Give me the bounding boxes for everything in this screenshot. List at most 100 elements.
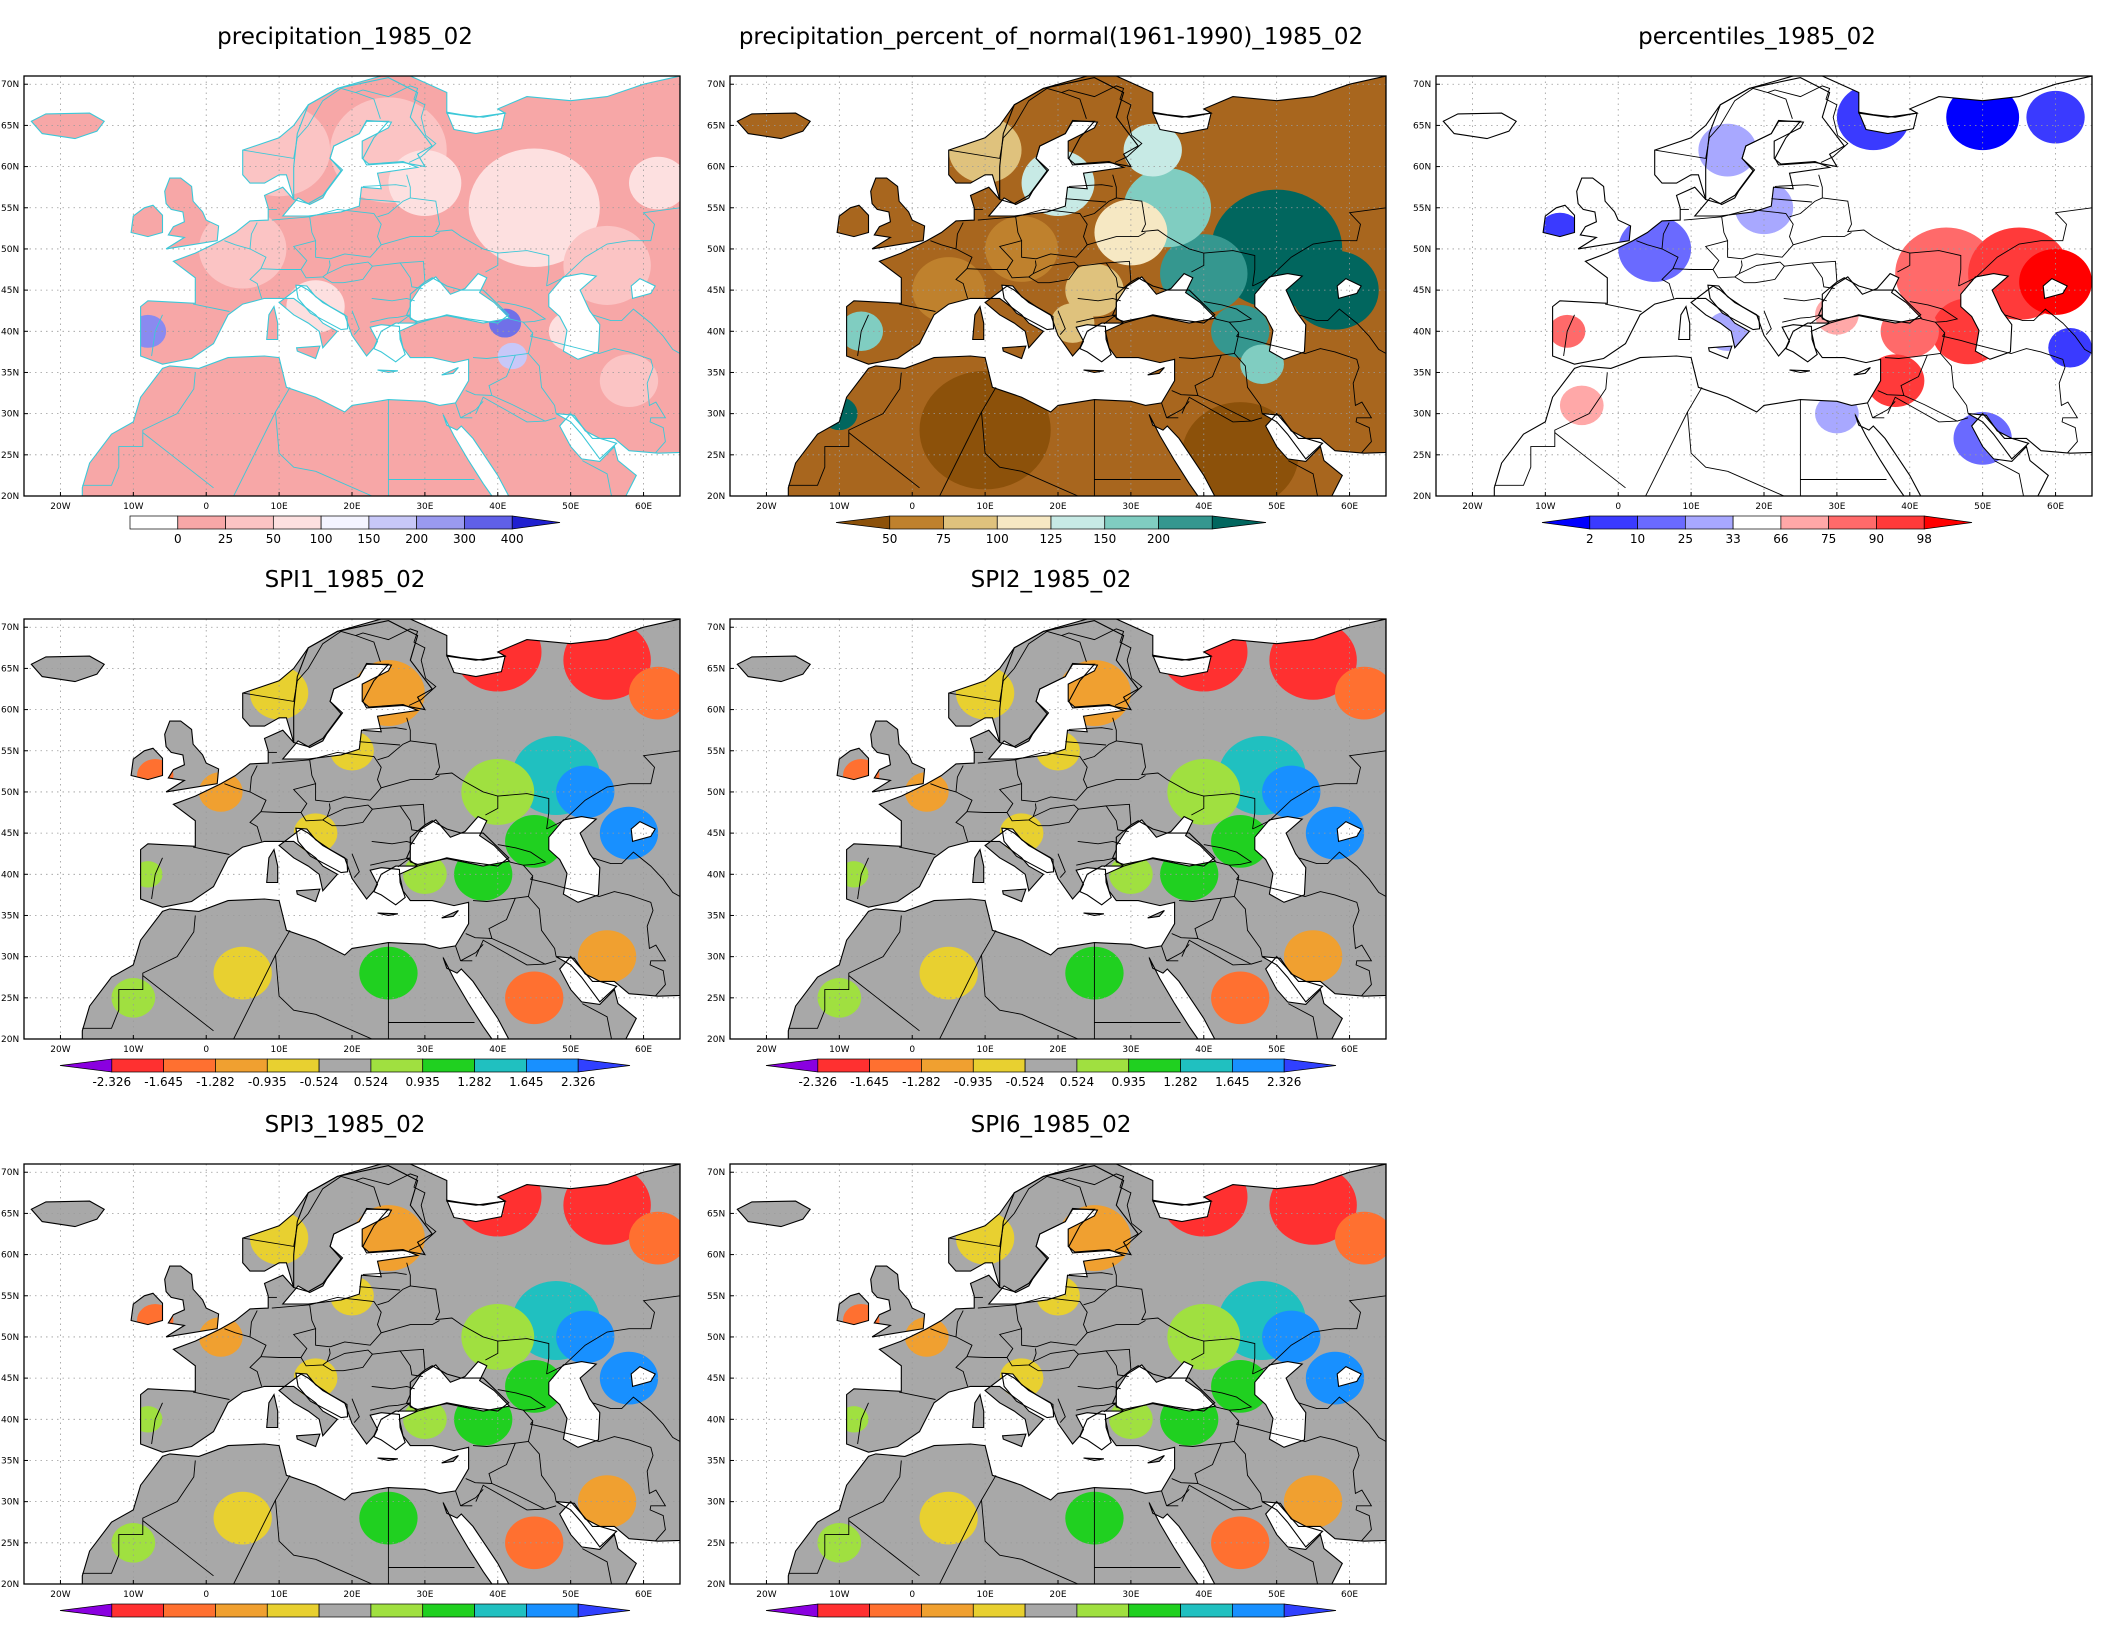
lat-tick-label: 25N [707,994,725,1004]
colorbar-swatch [318,1058,372,1073]
lon-tick-label: 20W [50,1590,70,1600]
water-body [443,957,509,1039]
country-border [377,1262,411,1306]
country-border [355,92,381,119]
country-border [848,432,920,489]
country-border [528,1441,557,1502]
water-body [370,1412,406,1450]
borders [788,85,1386,496]
lat-tick-label: 55N [707,747,725,757]
coastline [445,654,506,678]
country-border [1106,260,1132,282]
lon-tick-label: 20E [1755,502,1772,512]
colorbar-label: 50 [266,532,281,546]
field-blob [1123,123,1182,177]
coastline [130,1292,164,1326]
country-border [1178,1421,1240,1447]
coastline [1001,284,1055,331]
coastline [972,1393,985,1429]
map-area [24,1164,680,1584]
country-border [233,954,276,1039]
colorbar-swatch [1637,515,1686,530]
country-border [1203,250,1256,287]
country-border [260,1304,317,1358]
lat-tick-label: 45N [1413,286,1431,296]
coastline [555,956,618,1003]
water-body [556,956,617,1002]
lat-tick-label: 25N [1,1539,19,1549]
lon-tick-label: 10E [977,1045,994,1055]
coastline [377,912,398,917]
field-blob [904,1317,949,1357]
coastline [1707,345,1733,360]
country-border [1228,1409,1266,1433]
colorbar-swatch [996,515,1052,530]
country-border [1554,432,1626,489]
coastline [377,369,398,374]
coastline [836,204,870,238]
colorbar-label: 75 [1821,532,1836,546]
country-border [1783,297,1827,302]
country-border [372,262,423,289]
lat-tick-label: 55N [707,204,725,214]
lon-tick-label: 20E [1049,1590,1066,1600]
country-border [224,783,267,842]
field-blob [919,370,1051,490]
lon-tick-label: 20W [756,502,776,512]
country-border [1793,232,1852,246]
colorbar-label: -0.524 [300,1075,339,1089]
field-blob [1946,84,2020,151]
country-border [1203,1389,1253,1411]
colorbar-swatch [272,515,322,530]
country-border [249,1310,258,1337]
colorbar-label: 0.935 [1112,1075,1146,1089]
colorbar: 2 10 25 33 66 75 90 98 [1541,515,1973,546]
country-border [1771,198,1813,203]
country-border [899,846,936,855]
lat-tick-label: 40N [1,1415,19,1425]
country-border [497,1338,550,1375]
colorbar-swatch [266,1058,320,1073]
water-body [1694,120,1830,216]
percent-of-normal-map: 70N 65N 60N 55N 50N 45N 40N 35N 30N 25N 20N 20W 10W 0… [707,75,1387,546]
gridlines [1436,76,2092,496]
field-blob [1211,971,1270,1025]
country-border [1078,1350,1129,1377]
country-border [1116,1285,1205,1361]
country-border [1106,1348,1132,1370]
colorbar-label: 50 [882,532,897,546]
lat-tick-label: 25N [1,994,19,1004]
lat-tick-label: 50N [707,245,725,255]
coastline [1151,111,1212,135]
water-body [282,663,418,759]
country-border [1721,208,1794,260]
country-border [1661,222,1670,249]
panel-spi6: SPI6_1985_02 70N 65N 60N 55N 50N 45N 40N 35N 30N… [706,1108,1396,1628]
field-blob [403,854,447,895]
colorbar-swatch [111,1603,164,1618]
water-body [548,816,600,903]
lon-tick-label: 0 [1615,502,1621,512]
water-body [295,1373,348,1418]
lat-tick-label: 25N [707,451,725,461]
colorbar-arrow-left [835,515,891,530]
country-border [528,896,557,957]
lat-tick-label: 40N [707,1415,725,1425]
lat-tick-label: 70N [1413,80,1431,90]
lon-tick-label: 20W [50,1045,70,1055]
colorbar-label: 2.326 [561,1075,595,1089]
coastline [281,662,420,760]
country-border [948,628,1143,706]
country-border [966,759,1023,813]
lat-tick-label: 20N [707,492,725,502]
country-border [955,1310,964,1337]
country-border [1057,853,1066,878]
lon-tick-label: 10W [829,1045,849,1055]
coastline [1115,815,1217,867]
field-blob [2048,328,2092,368]
country-border [1061,1180,1087,1207]
colorbar-swatch [869,1058,922,1073]
country-border [1228,321,1266,345]
country-border [1228,864,1266,888]
country-border [1028,261,1079,284]
